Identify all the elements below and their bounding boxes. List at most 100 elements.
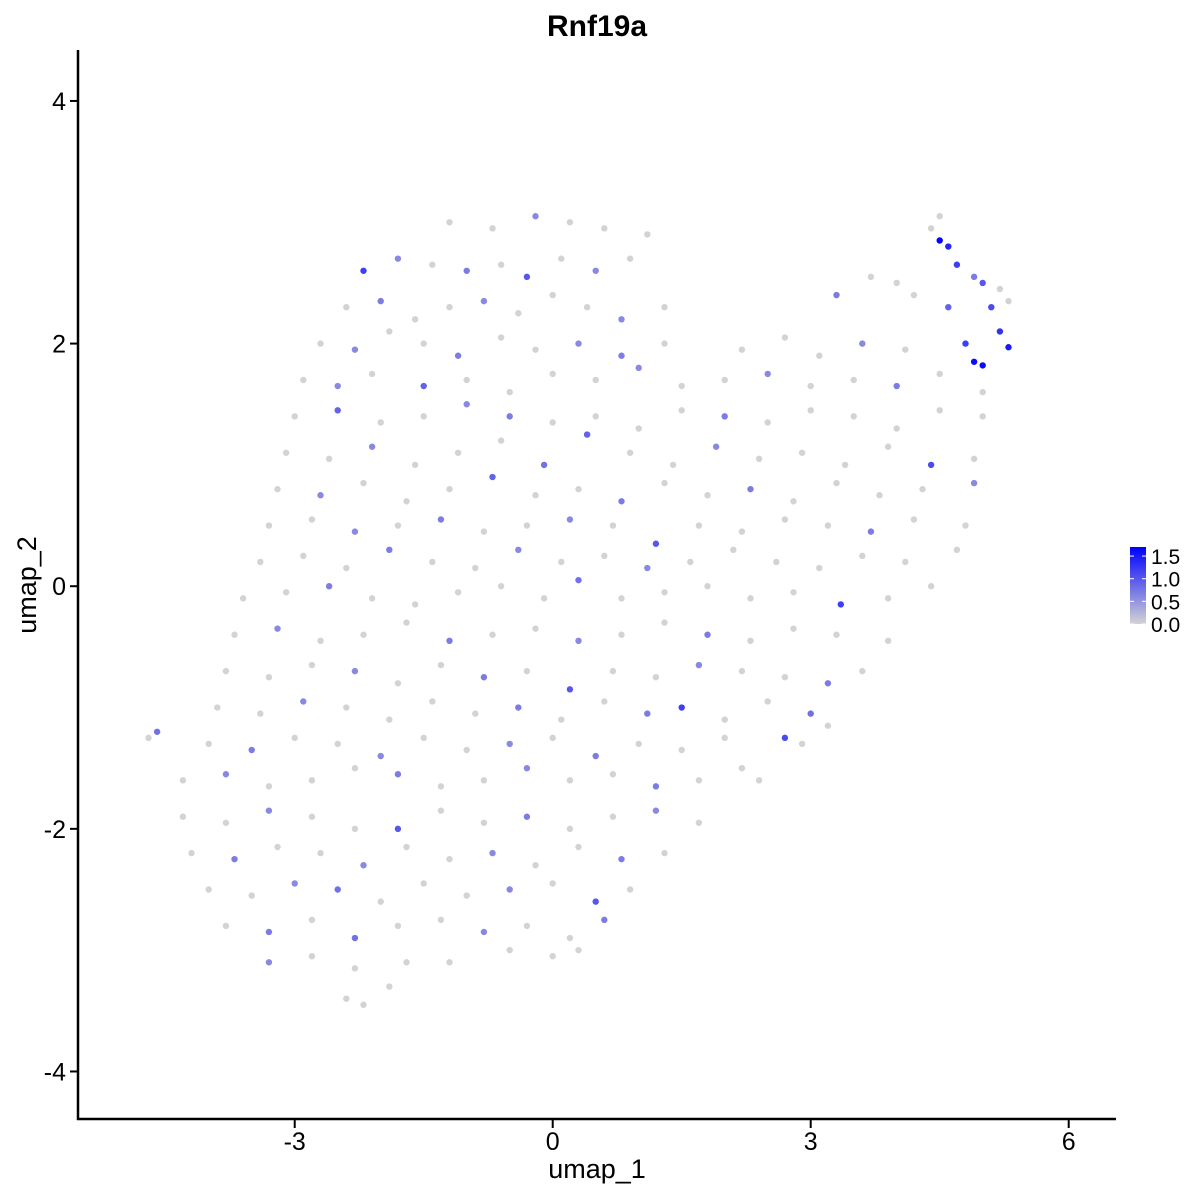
data-point — [489, 225, 496, 232]
data-point — [489, 473, 496, 481]
data-point — [480, 819, 488, 826]
data-point — [420, 382, 427, 390]
y-tick-label: -2 — [44, 816, 66, 844]
data-point — [678, 382, 685, 390]
data-point — [618, 316, 625, 323]
legend-tick-label: 0.0 — [1151, 614, 1180, 637]
data-point — [308, 953, 316, 960]
data-point — [411, 316, 419, 323]
data-point — [1005, 344, 1012, 351]
data-point — [394, 825, 402, 833]
data-point — [334, 740, 341, 748]
legend-tick-label: 0.5 — [1151, 591, 1180, 614]
data-point — [420, 734, 427, 742]
data-point — [351, 667, 359, 675]
data-point — [523, 273, 531, 281]
data-point — [549, 370, 556, 378]
data-point — [592, 267, 599, 274]
data-point — [386, 328, 393, 335]
data-point — [618, 631, 625, 638]
data-point — [429, 698, 436, 705]
data-point — [652, 807, 660, 814]
data-point — [446, 637, 453, 645]
data-point — [807, 407, 814, 414]
data-point — [721, 734, 728, 742]
data-point — [893, 382, 900, 390]
data-point — [351, 965, 359, 972]
data-point — [996, 328, 1004, 335]
data-point — [360, 267, 367, 274]
data-point — [403, 619, 410, 626]
data-point — [798, 449, 806, 456]
data-point — [601, 916, 608, 924]
data-point — [988, 303, 995, 311]
data-point — [601, 225, 608, 232]
data-point — [265, 783, 273, 790]
x-ticks: -3 0 3 6 — [284, 1120, 1076, 1156]
data-point — [497, 583, 505, 590]
data-point — [781, 334, 789, 341]
data-point — [618, 855, 625, 863]
data-point — [970, 358, 978, 365]
data-point — [403, 959, 410, 966]
data-point — [945, 243, 952, 250]
data-point — [592, 898, 599, 905]
data-point — [506, 388, 513, 396]
data-point — [575, 637, 582, 645]
data-point — [575, 946, 582, 954]
data-point — [979, 279, 986, 287]
data-point — [884, 595, 892, 602]
data-point — [308, 813, 316, 820]
data-point — [747, 595, 754, 602]
data-point — [652, 673, 660, 681]
legend-ticks: 0.00.51.01.5 — [1130, 546, 1180, 637]
data-point — [626, 886, 634, 893]
data-point — [308, 777, 316, 784]
data-point — [343, 704, 350, 711]
data-point — [575, 843, 582, 851]
data-point — [661, 849, 668, 857]
data-point — [291, 880, 298, 887]
data-point — [996, 285, 1004, 293]
data-point — [360, 862, 367, 869]
data-point — [893, 279, 900, 287]
data-point — [644, 231, 651, 238]
data-point — [317, 637, 324, 645]
data-point — [575, 485, 582, 493]
data-point — [661, 619, 668, 626]
data-point — [876, 492, 883, 499]
data-point — [411, 601, 419, 608]
data-point — [970, 455, 978, 463]
data-point — [764, 698, 771, 705]
data-point — [437, 916, 445, 924]
data-point — [695, 777, 703, 784]
data-point — [351, 528, 359, 535]
data-point — [188, 849, 195, 857]
data-point — [549, 419, 556, 426]
data-point — [300, 376, 307, 384]
data-point — [678, 407, 685, 414]
data-point — [712, 443, 720, 450]
data-point — [351, 934, 359, 942]
data-point — [738, 346, 746, 353]
data-point — [661, 589, 668, 596]
data-point — [927, 225, 935, 232]
data-point — [626, 449, 634, 456]
data-point — [635, 740, 642, 748]
data-point — [377, 898, 384, 905]
data-point — [532, 625, 539, 632]
data-point — [592, 752, 599, 760]
x-tick-label: 0 — [546, 1128, 560, 1156]
data-point — [360, 479, 367, 487]
data-point — [816, 352, 823, 359]
data-point — [480, 928, 488, 936]
data-point — [695, 661, 703, 669]
data-point — [325, 583, 333, 590]
data-point — [411, 461, 419, 469]
data-point — [626, 255, 634, 262]
data-point — [308, 916, 316, 924]
data-point — [540, 595, 548, 602]
data-point — [334, 886, 341, 893]
data-point — [833, 479, 840, 487]
data-point — [265, 959, 273, 966]
